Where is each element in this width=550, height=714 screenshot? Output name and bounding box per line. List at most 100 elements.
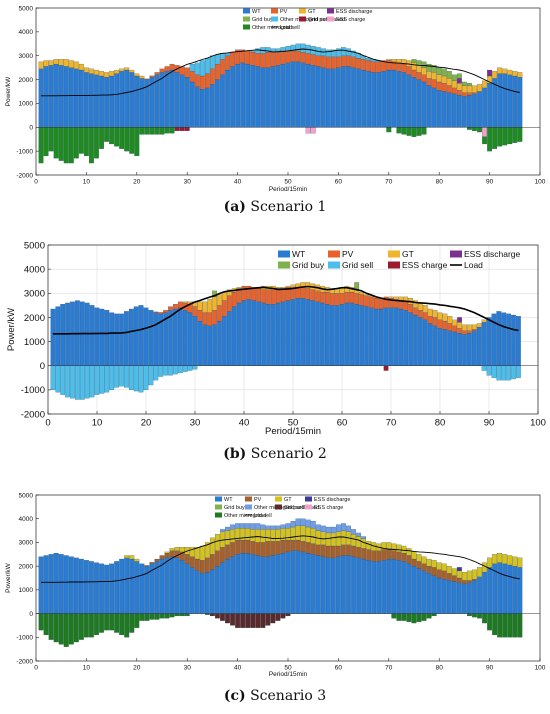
bar-pv xyxy=(381,549,387,561)
bar-wt xyxy=(194,570,200,614)
bar-wt xyxy=(109,75,115,128)
bar-wt xyxy=(472,580,477,614)
bar-wt xyxy=(48,554,54,614)
bar-grid-buy xyxy=(411,59,417,63)
bar-pv xyxy=(164,66,170,72)
bar-other-microgrid-purchased xyxy=(189,63,195,72)
bar-pv xyxy=(461,580,467,585)
bar-grid-buy xyxy=(461,81,467,86)
bar-wt xyxy=(177,307,183,366)
bar-wt xyxy=(320,67,326,128)
bar-other-microgrid-sell xyxy=(129,613,135,633)
bar-pv xyxy=(416,72,422,80)
legend: WT PV GT ESS discharge Grid buy Other microgr… xyxy=(243,8,372,31)
bar-pv xyxy=(386,549,392,560)
bar-wt xyxy=(436,90,442,128)
bar-pv xyxy=(230,542,235,557)
bar-gt xyxy=(401,545,407,554)
legend-swatch-grid-buy xyxy=(278,261,290,269)
y-tick-label: -1000 xyxy=(21,385,45,396)
bar-gt xyxy=(442,313,448,322)
legend-label-wt: WT xyxy=(224,497,233,503)
bar-other-microgrid-sell xyxy=(68,613,74,645)
bar-pv xyxy=(432,317,438,326)
bar-wt xyxy=(517,567,523,614)
bar-wt xyxy=(335,556,341,614)
caption-c: (c) Scenario 3 xyxy=(0,688,550,704)
bar-wt xyxy=(416,568,422,614)
bar-wt xyxy=(300,551,306,614)
bar-wt xyxy=(461,96,467,128)
bar-pv xyxy=(441,83,447,92)
bar-gt xyxy=(99,71,104,77)
legend-swatch-ess-discharge xyxy=(327,8,334,14)
bar-wt xyxy=(401,72,407,128)
x-axis-label: Period/15min xyxy=(265,426,321,437)
bar-pv xyxy=(315,290,320,302)
bar-pv xyxy=(442,320,448,330)
bar-pv xyxy=(436,569,442,579)
bar-gt xyxy=(421,556,427,564)
bar-wt xyxy=(329,305,335,366)
caption-a-label: (a) xyxy=(223,199,246,215)
bar-other-microgrid-purchased xyxy=(230,524,235,530)
bar-wt xyxy=(48,65,54,128)
y-tick-label: -2000 xyxy=(16,172,33,179)
bar-gt xyxy=(436,74,442,83)
bar-wt xyxy=(441,579,447,614)
bar-gt xyxy=(356,536,361,548)
bar-pv xyxy=(396,62,402,72)
bar-pv xyxy=(376,550,382,562)
bar-other-microgrid-sell xyxy=(164,127,170,134)
bar-wt xyxy=(462,334,467,366)
bar-other-microgrid-purchased xyxy=(325,49,331,58)
bar-wt xyxy=(164,71,170,128)
legend-label-gt: GT xyxy=(284,497,292,503)
bar-pv xyxy=(184,554,190,564)
bar-gt xyxy=(305,282,311,289)
bar-grid-sell xyxy=(133,365,139,392)
bar-wt xyxy=(341,66,346,128)
bar-other-microgrid-sell xyxy=(104,613,109,631)
bar-pv xyxy=(351,56,356,68)
bar-grid-sell xyxy=(501,365,507,381)
bar-gt xyxy=(421,67,427,75)
bar-gt xyxy=(58,59,64,66)
bar-other-microgrid-sell xyxy=(467,613,472,617)
y-axis-label: Power/kW xyxy=(5,562,12,592)
legend-label-gt: GT xyxy=(308,9,316,15)
bar-gt xyxy=(477,84,482,92)
bar-gt xyxy=(462,324,467,331)
series-pv xyxy=(153,285,477,335)
legend-label-ess-discharge: ESS discharge xyxy=(314,497,350,503)
bar-wt xyxy=(391,558,397,614)
bar-wt xyxy=(330,557,336,614)
series-grid-sell xyxy=(50,365,521,400)
bar-wt xyxy=(413,314,418,366)
bar-wt xyxy=(481,322,487,366)
bar-wt xyxy=(225,558,230,614)
bar-wt xyxy=(396,560,402,614)
x-tick-label: 80 xyxy=(435,418,446,429)
bar-other-microgrid-purchased xyxy=(220,53,225,60)
bar-other-microgrid-purchased xyxy=(320,525,326,532)
bar-wt xyxy=(376,561,382,614)
bar-pv xyxy=(285,539,291,553)
bar-other-microgrid-sell xyxy=(517,127,523,142)
bar-grid-sell xyxy=(179,127,185,131)
bar-gt xyxy=(124,67,130,71)
bar-wt xyxy=(346,66,351,128)
bar-wt xyxy=(189,81,195,128)
bar-wt xyxy=(339,304,345,366)
chart-panel-a: 0 10 20 30 40 50 60 70 80 90 100 -2000 -1000 0 1000 200… xyxy=(0,0,550,195)
bar-gt xyxy=(381,542,387,550)
bar-grid-sell xyxy=(173,365,178,375)
bar-ess-charge xyxy=(305,127,311,134)
bar-wt xyxy=(432,325,438,366)
bar-wt xyxy=(164,557,170,614)
bar-wt xyxy=(431,575,437,614)
bar-wt xyxy=(512,75,518,128)
bar-wt xyxy=(197,320,203,366)
bar-grid-sell xyxy=(65,365,70,398)
bar-wt xyxy=(305,299,311,366)
